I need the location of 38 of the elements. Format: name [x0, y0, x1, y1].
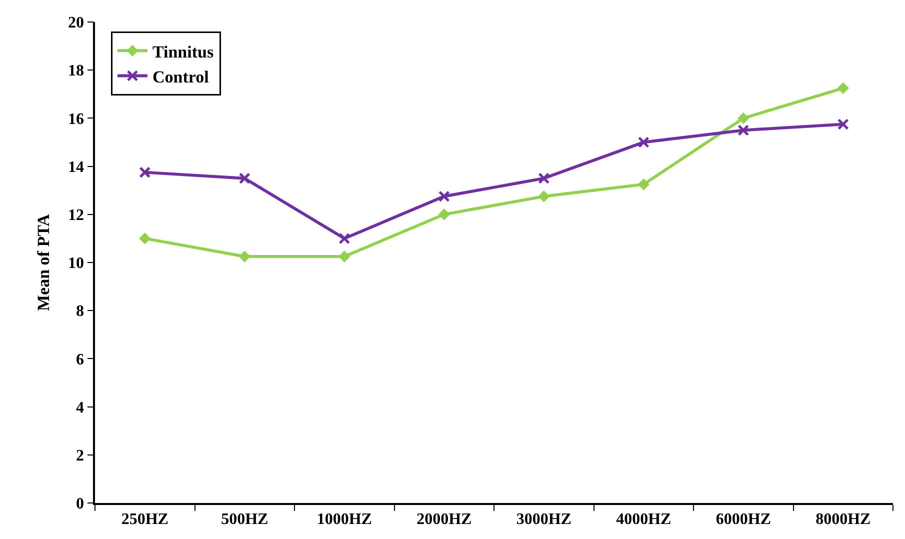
point	[837, 118, 849, 130]
y-tick-label: 10	[68, 255, 84, 272]
point	[738, 124, 750, 136]
y-tick-label: 14	[68, 158, 84, 176]
x-tick-label: 500HZ	[221, 510, 268, 528]
point	[238, 172, 250, 184]
legend-label: Control	[152, 67, 210, 86]
point	[139, 232, 151, 244]
x-tick-label: 250HZ	[121, 510, 168, 528]
y-axis-title: Mean of PTA	[34, 213, 54, 311]
point	[338, 250, 350, 262]
x-tick-label: 4000HZ	[616, 510, 672, 528]
y-tick-label: 4	[76, 399, 84, 416]
point	[438, 190, 450, 202]
x-tick-label: 6000HZ	[716, 510, 771, 528]
y-tick-label: 18	[68, 62, 84, 80]
y-tick-label: 20	[68, 14, 84, 32]
x-tick-label: 1000HZ	[316, 510, 372, 528]
x-tick-label: 8000HZ	[816, 510, 871, 528]
y-tick-label: 6	[76, 351, 84, 368]
y-tick-label: 12	[68, 207, 84, 224]
point	[238, 250, 250, 262]
y-tick-label: 0	[76, 496, 84, 513]
point	[738, 112, 750, 124]
point	[139, 166, 151, 178]
point	[338, 232, 350, 244]
y-tick-label: 2	[76, 448, 84, 464]
point	[538, 190, 550, 202]
point	[638, 178, 650, 190]
x-tick-label: 3000HZ	[516, 510, 572, 528]
x-tick-label: 2000HZ	[416, 510, 472, 528]
legend-label: Tinnitus	[152, 42, 214, 62]
y-tick-label: 8	[76, 303, 84, 320]
y-tick-label: 16	[68, 110, 84, 128]
point	[837, 82, 849, 94]
point	[438, 208, 450, 220]
point	[538, 172, 550, 184]
point	[638, 136, 650, 148]
